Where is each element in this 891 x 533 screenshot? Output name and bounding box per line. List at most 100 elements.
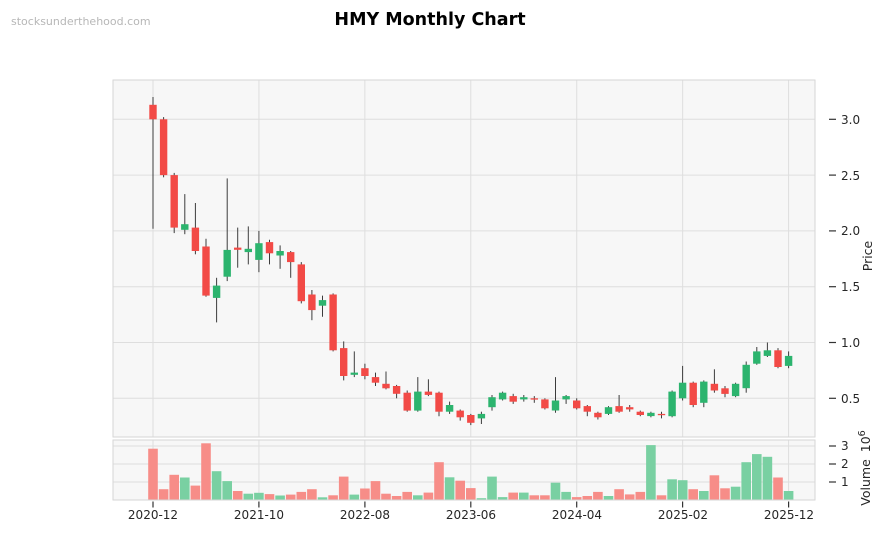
- candle-2023-06: [467, 415, 475, 423]
- candle-2023-08: [488, 397, 496, 408]
- price-tick-1.5: 1.5: [841, 280, 860, 294]
- volume-bar-2021-09: [243, 493, 254, 500]
- price-tick-1.0: 1.0: [841, 336, 860, 350]
- volume-bar-2025-04: [699, 491, 709, 500]
- candle-2022-02: [297, 264, 305, 302]
- volume-bar-2023-10: [508, 492, 518, 500]
- volume-bar-2025-06: [720, 488, 730, 500]
- candle-2021-05: [202, 246, 210, 296]
- candle-2021-12: [276, 251, 284, 256]
- candle-2021-01: [159, 119, 168, 176]
- x-tick-2021-10: 2021-10: [234, 508, 284, 522]
- candle-2021-08: [234, 247, 242, 250]
- volume-bar-2020-12: [148, 448, 158, 500]
- volume-axis-label: Volume106: [857, 430, 873, 505]
- candle-2023-02: [424, 391, 433, 395]
- volume-bar-2021-01: [158, 489, 169, 500]
- volume-tick-1: 1: [841, 475, 849, 489]
- volume-bar-2021-06: [211, 471, 222, 500]
- candle-2024-05: [583, 406, 591, 412]
- x-tick-2025-02: 2025-02: [658, 508, 708, 522]
- candle-2024-03: [562, 396, 570, 400]
- candle-2021-10: [255, 243, 263, 260]
- price-tick-2.0: 2.0: [841, 224, 860, 238]
- watermark: stocksunderthehood.com: [11, 15, 151, 28]
- pane-spine: [112, 439, 816, 501]
- x-tick-2024-04: 2024-04: [552, 508, 602, 522]
- candle-2025-12: [784, 355, 793, 366]
- volume-bar-2024-01: [540, 495, 550, 500]
- volume-bar-2022-12: [402, 491, 412, 500]
- plot-layer: [112, 79, 836, 508]
- volume-bar-2025-12: [783, 491, 794, 500]
- volume-bar-2024-03: [561, 491, 571, 500]
- candle-2025-02: [678, 382, 687, 399]
- candle-2022-10: [382, 383, 390, 389]
- price-tick-0.5: 0.5: [841, 392, 860, 406]
- x-tick-2020-12: 2020-12: [128, 508, 178, 522]
- price-pane: [113, 80, 815, 437]
- volume-bar-2021-02: [169, 474, 179, 500]
- candle-2023-11: [520, 397, 528, 400]
- volume-bar-2021-10: [254, 492, 264, 500]
- candle-2025-03: [689, 382, 697, 405]
- candle-2024-06: [594, 412, 602, 418]
- candle-2024-12: [657, 413, 666, 416]
- price-tick-3.0: 3.0: [841, 113, 860, 127]
- volume-bar-2022-04: [317, 497, 328, 500]
- candle-2024-10: [636, 411, 644, 415]
- price-axis-label: Price: [860, 240, 875, 271]
- volume-bar-2024-05: [582, 496, 593, 500]
- candle-2023-10: [509, 396, 517, 402]
- candle-2024-04: [573, 400, 581, 409]
- candle-2025-09: [753, 351, 761, 364]
- volume-bar-2025-02: [677, 480, 688, 500]
- candle-2021-02: [170, 175, 178, 228]
- candle-2023-01: [414, 391, 422, 411]
- candle-2022-03: [308, 294, 316, 311]
- candle-2025-01: [668, 391, 676, 417]
- volume-bar-2022-03: [307, 489, 317, 500]
- candle-2021-07: [223, 249, 231, 277]
- volume-bar-2022-06: [338, 476, 349, 500]
- candle-2023-05: [456, 410, 464, 418]
- volume-bar-2022-11: [391, 496, 402, 500]
- candle-2022-04: [318, 300, 327, 306]
- candle-2025-07: [731, 383, 740, 397]
- volume-bar-2022-08: [360, 488, 370, 500]
- volume-tick-2: 2: [841, 457, 849, 471]
- volume-bar-2021-12: [275, 495, 285, 500]
- candle-2023-12: [530, 398, 538, 400]
- candle-2022-01: [287, 252, 295, 263]
- candle-2023-04: [445, 405, 454, 412]
- volume-bar-2025-09: [752, 454, 762, 500]
- candle-2022-06: [340, 348, 348, 376]
- candle-2023-09: [498, 392, 507, 400]
- x-tick-2022-08: 2022-08: [340, 508, 390, 522]
- candle-2025-08: [742, 364, 750, 389]
- candle-2023-03: [435, 392, 443, 412]
- candle-2024-07: [604, 407, 613, 414]
- volume-bar-2024-08: [614, 489, 624, 500]
- volume-bar-2021-11: [264, 494, 275, 500]
- volume-bar-2025-11: [773, 477, 783, 500]
- volume-bar-2024-10: [635, 491, 646, 500]
- pane-spine: [112, 79, 816, 438]
- candle-2023-07: [477, 413, 486, 419]
- volume-bar-2025-05: [709, 475, 720, 500]
- volume-bar-2024-04: [571, 497, 582, 500]
- volume-bar-2023-11: [519, 492, 529, 500]
- volume-bar-2025-10: [762, 456, 773, 500]
- volume-bar-2022-09: [370, 481, 381, 500]
- candle-2021-04: [191, 227, 200, 251]
- volume-bar-2023-06: [466, 488, 476, 500]
- page-title: HMY Monthly Chart: [334, 10, 525, 30]
- candle-2022-11: [392, 386, 401, 394]
- volume-bar-2024-06: [593, 491, 603, 500]
- candle-2025-05: [710, 383, 719, 391]
- candle-2024-09: [626, 407, 634, 410]
- price-tick-2.5: 2.5: [841, 169, 860, 183]
- volume-bar-2024-12: [656, 495, 667, 500]
- volume-bar-2023-07: [476, 498, 487, 500]
- volume-tick-3: 3: [841, 439, 849, 453]
